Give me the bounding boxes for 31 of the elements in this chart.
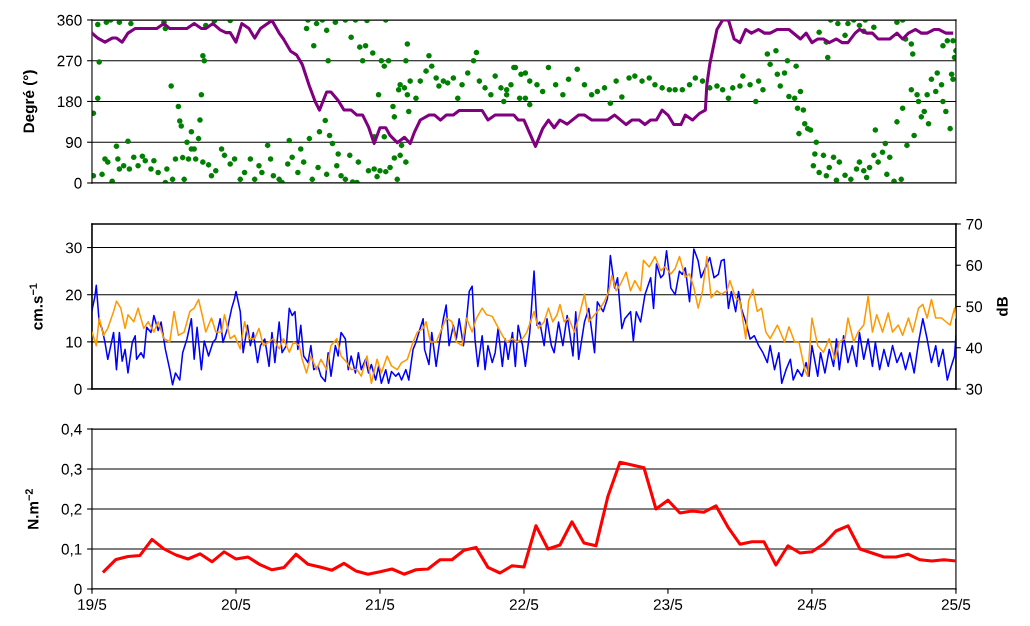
y-tick-label: 0,2 xyxy=(61,503,82,517)
y2-tick-label: 50 xyxy=(966,301,983,313)
y-tick-label: 10 xyxy=(66,336,82,348)
y-tick-label: 0 xyxy=(74,583,82,595)
line-series xyxy=(102,460,956,576)
y-tick-label: 0 xyxy=(74,177,82,189)
y-axis-title: N.m$^{−2}$ xyxy=(25,489,39,529)
x-tick-label: 25/5 xyxy=(941,598,971,610)
y-tick-label: 30 xyxy=(65,242,82,254)
y-tick-label: 270 xyxy=(57,55,82,67)
x-tick-label: 21/5 xyxy=(365,598,395,610)
x-tick-label: 19/5 xyxy=(78,598,107,610)
x-tick-label: 22/5 xyxy=(509,598,539,610)
y-tick-label: 180 xyxy=(57,96,82,108)
y2-tick-label: 40 xyxy=(966,342,983,354)
y-tick-label: 0 xyxy=(74,383,82,395)
y2-tick-label: 60 xyxy=(966,260,983,271)
y-axis-title: Degré (°) xyxy=(22,70,38,133)
x-tick-label: 24/5 xyxy=(797,598,827,610)
y-tick-label: 0,4 xyxy=(61,423,82,437)
x-tick-label: 23/5 xyxy=(653,598,683,610)
y2-tick-label: 30 xyxy=(966,383,983,395)
y-tick-label: 0,3 xyxy=(61,463,82,477)
x-tick-label: 20/5 xyxy=(221,598,251,610)
y-tick-label: 90 xyxy=(65,137,82,148)
y-axis-title: cm.s$^{−1}$ xyxy=(29,283,43,330)
y2-tick-label: 70 xyxy=(966,218,983,230)
y-tick-label: 0,1 xyxy=(61,543,82,557)
y-tick-label: 20 xyxy=(66,289,82,301)
y-tick-label: 360 xyxy=(57,14,82,26)
y2-axis-title: dB xyxy=(996,297,1008,317)
